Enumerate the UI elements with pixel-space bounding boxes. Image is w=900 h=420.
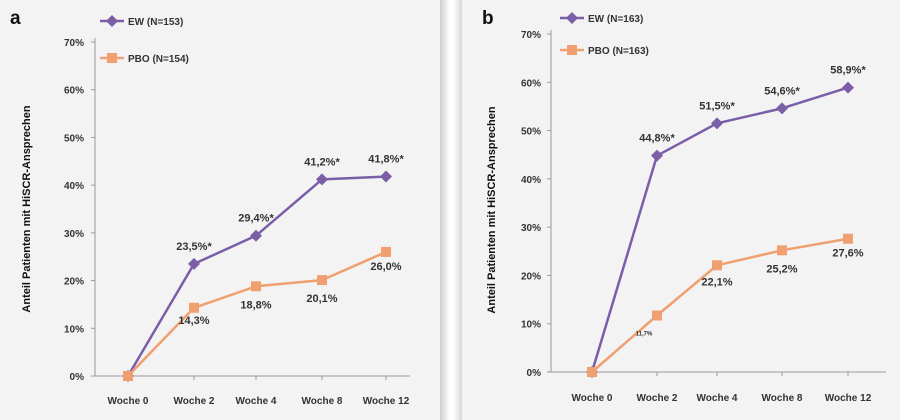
series-line-pbo <box>128 252 386 376</box>
data-label: 58,9%* <box>830 65 866 77</box>
y-axis-label: Anteil Patienten mit HiSCR-Ansprechen <box>21 105 33 312</box>
data-label: 54,6%* <box>764 85 800 97</box>
y-tick-label: 70% <box>521 30 541 41</box>
data-label: 18,8% <box>240 299 271 311</box>
x-tick-label: Woche 12 <box>825 393 872 404</box>
data-point-pbo <box>712 260 722 270</box>
y-tick-label: 40% <box>521 175 541 186</box>
data-point-pbo <box>652 311 662 321</box>
x-tick-label: Woche 4 <box>236 396 277 407</box>
x-tick-label: Woche 8 <box>762 393 803 404</box>
data-point-ew <box>188 258 200 270</box>
data-point-ew <box>711 117 723 129</box>
data-point-pbo <box>843 234 853 244</box>
data-label: 41,8%* <box>368 154 404 166</box>
data-label: 29,4%* <box>238 213 274 225</box>
data-point-pbo <box>123 371 133 381</box>
data-point-ew <box>776 102 788 114</box>
data-label: 14,3% <box>178 315 209 327</box>
legend-label: PBO (N=163) <box>588 46 649 57</box>
y-tick-label: 0% <box>70 372 85 383</box>
data-label: 26,0% <box>370 261 401 273</box>
legend-label: EW (N=163) <box>588 14 643 25</box>
series-line-ew <box>592 88 848 372</box>
y-tick-label: 70% <box>64 38 84 49</box>
data-label: 20,1% <box>306 293 337 305</box>
x-tick-label: Woche 2 <box>174 396 215 407</box>
series-line-pbo <box>592 239 848 372</box>
legend-marker <box>566 12 578 24</box>
legend-marker <box>567 45 577 55</box>
y-axis-label: Anteil Patienten mit HiSCR-Ansprechen <box>486 106 498 313</box>
x-tick-label: Woche 12 <box>363 396 410 407</box>
y-tick-label: 30% <box>64 229 84 240</box>
data-point-pbo <box>587 367 597 377</box>
data-point-ew <box>651 150 663 162</box>
data-point-ew <box>380 171 392 183</box>
data-label: 11,7% <box>636 332 653 338</box>
data-label: 22,1% <box>701 276 732 288</box>
chart-a-svg: 0% 10% 20% 30% 40% 50% 60% 70% Woche 0 Woche 2 Woc… <box>0 0 440 420</box>
x-tick-label: Woche 2 <box>637 393 678 404</box>
data-point-pbo <box>251 281 261 291</box>
x-tick-label: Woche 8 <box>302 396 343 407</box>
legend-label: PBO (N=154) <box>128 54 189 65</box>
data-label: 44,8%* <box>639 133 675 145</box>
series-line-ew <box>128 177 386 376</box>
y-tick-label: 10% <box>521 320 541 331</box>
x-tick-label: Woche 0 <box>572 393 613 404</box>
y-tick-label: 60% <box>521 78 541 89</box>
data-label: 23,5%* <box>176 241 212 253</box>
y-tick-label: 10% <box>64 324 84 335</box>
data-point-pbo <box>189 303 199 313</box>
data-point-pbo <box>381 247 391 257</box>
y-tick-label: 60% <box>64 86 84 97</box>
legend-marker <box>106 15 118 27</box>
data-point-pbo <box>777 245 787 255</box>
x-tick-label: Woche 4 <box>697 393 738 404</box>
panel-divider <box>440 0 462 420</box>
data-point-pbo <box>317 275 327 285</box>
y-tick-label: 50% <box>64 133 84 144</box>
data-label: 51,5%* <box>699 100 735 112</box>
data-label: 27,6% <box>832 248 863 260</box>
data-label: 25,2% <box>766 263 797 275</box>
y-tick-label: 50% <box>521 127 541 138</box>
legend-label: EW (N=153) <box>128 17 183 28</box>
y-tick-label: 30% <box>521 223 541 234</box>
y-tick-label: 40% <box>64 181 84 192</box>
x-tick-label: Woche 0 <box>108 396 149 407</box>
chart-b-svg: 0% 10% 20% 30% 40% 50% 60% 70% Woche 0 Woche 2 Woc… <box>462 0 900 420</box>
y-tick-label: 20% <box>521 271 541 282</box>
legend-marker <box>107 53 117 63</box>
data-point-ew <box>842 82 854 94</box>
data-label: 41,2%* <box>304 156 340 168</box>
y-tick-label: 20% <box>64 277 84 288</box>
y-tick-label: 0% <box>527 368 542 379</box>
